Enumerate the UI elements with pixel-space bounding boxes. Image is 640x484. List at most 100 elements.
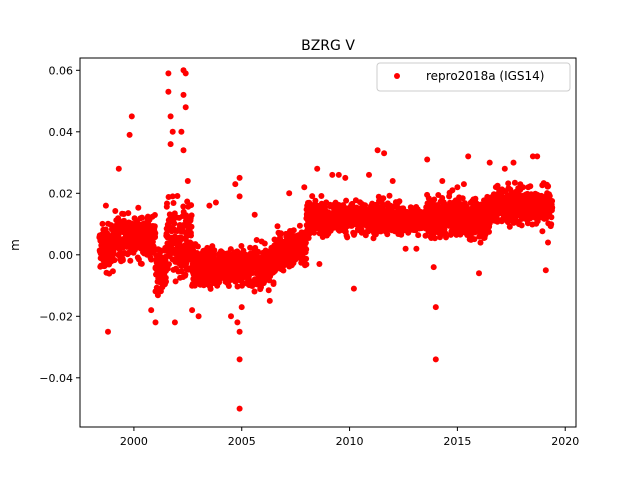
data-point	[548, 221, 555, 228]
data-point	[189, 307, 196, 314]
data-point	[135, 204, 142, 211]
data-point	[286, 190, 293, 197]
data-point	[443, 234, 449, 241]
data-point	[460, 181, 467, 188]
data-point	[432, 304, 439, 311]
data-point	[344, 234, 351, 241]
data-point	[506, 223, 513, 230]
data-point	[386, 192, 393, 199]
data-point	[211, 247, 218, 254]
data-point	[529, 153, 536, 160]
data-point	[183, 260, 190, 267]
y-tick-label: 0.00	[49, 249, 74, 262]
data-point	[501, 165, 508, 172]
data-point	[465, 153, 472, 160]
data-point	[381, 150, 388, 157]
data-point	[195, 313, 202, 320]
x-tick-label: 2020	[551, 435, 579, 448]
data-point	[99, 220, 106, 227]
y-tick-label: −0.02	[39, 310, 73, 323]
data-point	[194, 243, 201, 250]
data-point	[236, 174, 243, 181]
data-point	[152, 230, 159, 237]
scatter-points	[96, 67, 556, 412]
legend-entry-label: repro2018a (IGS14)	[426, 69, 544, 83]
data-point	[171, 319, 178, 326]
data-point	[105, 328, 111, 335]
legend: repro2018a (IGS14)	[376, 62, 571, 92]
data-point	[112, 208, 119, 214]
data-point	[207, 285, 214, 292]
data-point	[303, 255, 310, 262]
data-point	[184, 198, 191, 205]
data-point	[236, 405, 243, 412]
data-point	[164, 200, 170, 207]
data-point	[165, 88, 172, 95]
data-point	[471, 229, 478, 236]
data-point	[228, 313, 234, 320]
data-point	[169, 128, 176, 135]
data-point	[251, 288, 258, 295]
data-point	[127, 257, 134, 264]
data-point	[303, 246, 310, 253]
data-point	[316, 261, 323, 267]
data-point	[169, 193, 176, 200]
data-point	[265, 287, 272, 294]
data-point	[545, 183, 552, 190]
data-point	[413, 245, 420, 252]
data-point	[486, 228, 492, 235]
data-point	[301, 184, 308, 191]
data-point	[477, 239, 484, 246]
data-point	[374, 147, 381, 154]
data-point	[274, 223, 281, 230]
data-point	[227, 246, 234, 253]
data-point	[128, 113, 135, 120]
plot-frame	[79, 57, 577, 428]
data-point	[148, 307, 155, 314]
data-point	[335, 171, 342, 178]
data-point	[351, 230, 358, 237]
data-point	[518, 222, 525, 229]
data-point	[311, 229, 318, 236]
data-point	[539, 228, 546, 235]
data-point	[139, 214, 145, 221]
data-point	[120, 211, 127, 217]
data-point	[238, 243, 245, 249]
data-point	[266, 297, 273, 304]
data-point	[115, 165, 122, 172]
data-point	[170, 200, 177, 206]
data-point	[270, 279, 277, 286]
data-point	[234, 283, 241, 290]
data-point	[520, 184, 526, 191]
y-tick-label: 0.02	[49, 187, 74, 200]
data-point	[280, 267, 287, 274]
data-point	[212, 199, 219, 206]
x-axis: 2000 2005 2010 2015 2020	[120, 427, 579, 448]
data-point	[236, 193, 243, 200]
data-point	[342, 174, 349, 181]
data-point	[166, 261, 172, 268]
chart-title: BZRG V	[301, 38, 355, 54]
x-tick-label: 2005	[228, 435, 256, 448]
data-point	[167, 113, 174, 120]
data-point	[188, 212, 195, 219]
y-axis: −0.04 −0.02 0.00 0.02 0.04 0.06	[39, 64, 80, 385]
data-point	[188, 223, 195, 230]
x-tick-label: 2010	[336, 435, 364, 448]
data-point	[549, 204, 556, 211]
data-point	[459, 195, 466, 202]
data-point	[167, 141, 174, 148]
y-tick-label: 0.04	[49, 126, 74, 139]
data-point	[225, 283, 232, 289]
data-point	[312, 197, 319, 204]
data-point	[431, 196, 438, 203]
data-point	[253, 237, 260, 243]
data-point	[329, 171, 336, 178]
data-point	[296, 222, 303, 229]
y-tick-label: 0.06	[49, 64, 74, 77]
data-point	[125, 210, 132, 217]
data-point	[415, 232, 422, 239]
data-point	[148, 256, 155, 263]
x-tick-label: 2015	[443, 435, 471, 448]
data-point	[255, 248, 262, 255]
